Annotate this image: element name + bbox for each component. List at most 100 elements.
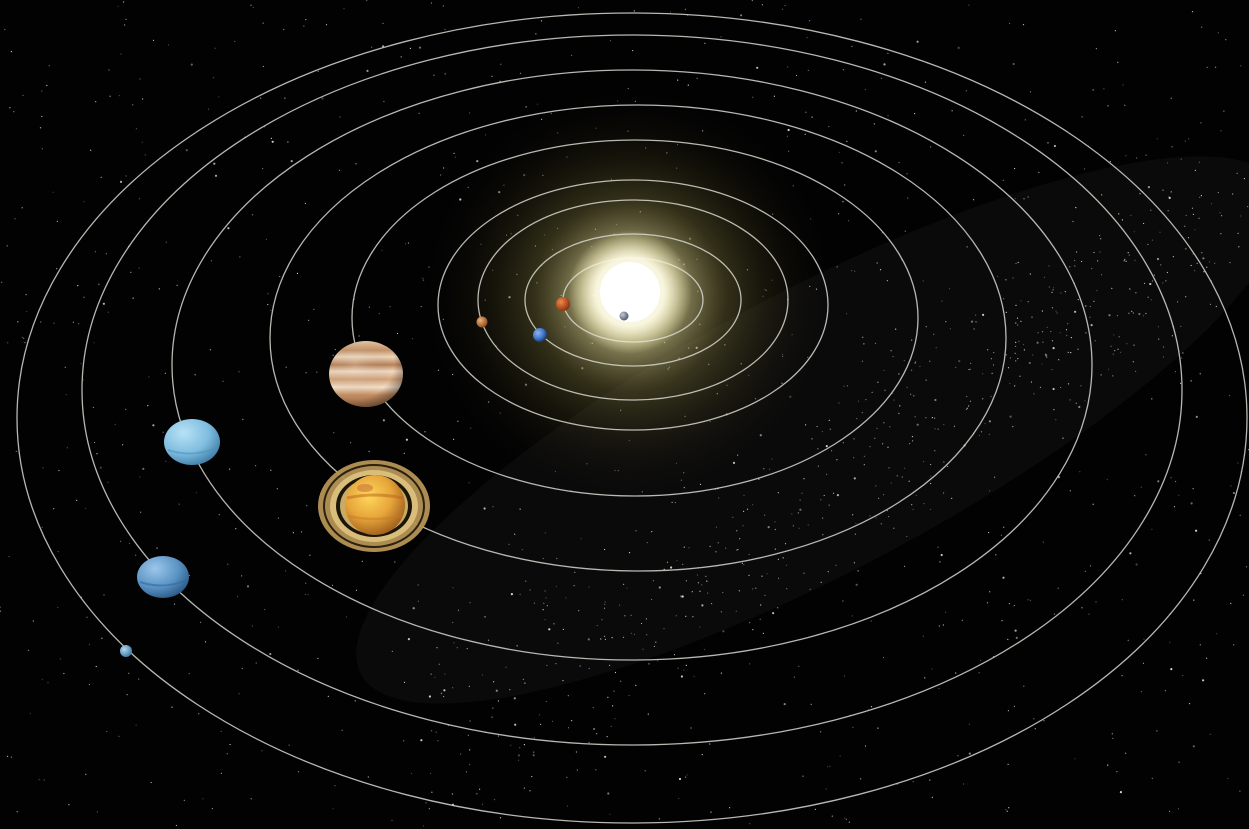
star (766, 573, 768, 575)
star (109, 95, 111, 97)
star (1009, 415, 1012, 418)
star (94, 441, 96, 444)
star (317, 70, 319, 72)
star (701, 604, 704, 607)
star (1143, 222, 1145, 225)
star (1012, 277, 1014, 279)
star (418, 46, 422, 49)
star (382, 22, 384, 25)
star (529, 589, 531, 591)
star (704, 693, 706, 695)
star (827, 766, 829, 768)
star (1168, 196, 1171, 199)
star (1066, 334, 1068, 337)
star (1080, 385, 1082, 387)
star (1060, 386, 1062, 389)
star (1051, 369, 1053, 371)
star (884, 389, 886, 391)
star (1125, 155, 1127, 157)
star (1201, 252, 1203, 254)
star (895, 328, 897, 330)
star (522, 678, 525, 680)
star (782, 557, 784, 559)
star (332, 354, 334, 356)
star (290, 160, 293, 163)
star (1230, 485, 1232, 487)
star (1169, 641, 1171, 643)
star (1132, 312, 1134, 314)
star (1127, 639, 1129, 641)
star (943, 424, 945, 426)
star (1191, 11, 1194, 13)
star (162, 431, 164, 433)
star (922, 635, 924, 637)
star (476, 793, 478, 795)
star (1162, 346, 1165, 348)
star (853, 477, 856, 480)
star (614, 718, 616, 720)
star (685, 615, 687, 617)
star (930, 482, 932, 485)
star (1169, 810, 1171, 812)
star (871, 391, 873, 393)
star (250, 4, 252, 6)
star (518, 759, 520, 761)
star (869, 515, 871, 517)
star (132, 297, 134, 299)
star (1031, 316, 1033, 318)
star (762, 632, 765, 634)
star (1001, 620, 1003, 622)
star (1145, 454, 1147, 456)
star (1069, 266, 1071, 268)
star (1191, 207, 1194, 209)
star (123, 1, 125, 3)
star (519, 747, 521, 749)
star (492, 707, 494, 709)
star (647, 713, 649, 715)
star (516, 645, 518, 647)
star (497, 735, 499, 737)
star (125, 175, 127, 177)
star (783, 703, 786, 706)
star (190, 63, 193, 66)
star (1041, 331, 1044, 333)
star (1194, 169, 1196, 171)
star (720, 672, 723, 674)
star (10, 51, 12, 53)
star (1038, 171, 1040, 174)
star (925, 379, 927, 381)
star (1015, 304, 1017, 306)
star (1015, 345, 1017, 347)
star (434, 676, 436, 679)
star (628, 694, 630, 697)
star (929, 779, 931, 781)
star (544, 590, 546, 592)
star (1081, 607, 1083, 609)
star (431, 791, 433, 793)
star (339, 116, 341, 118)
pluto-icon (120, 645, 132, 657)
star (1117, 348, 1119, 350)
star (304, 593, 306, 595)
star (80, 362, 82, 365)
star (305, 19, 307, 21)
star (684, 8, 687, 10)
star (95, 101, 97, 103)
star (1119, 791, 1122, 794)
star (135, 128, 137, 130)
star (222, 380, 224, 382)
star (935, 347, 937, 349)
star (1085, 332, 1087, 334)
star (1131, 310, 1133, 312)
star (1064, 291, 1066, 293)
star (405, 438, 408, 441)
star (814, 808, 817, 811)
star (1168, 196, 1170, 198)
star (407, 242, 409, 244)
star (930, 146, 932, 148)
star (107, 311, 109, 313)
star (535, 33, 537, 35)
star (846, 385, 849, 387)
star (1074, 265, 1076, 267)
